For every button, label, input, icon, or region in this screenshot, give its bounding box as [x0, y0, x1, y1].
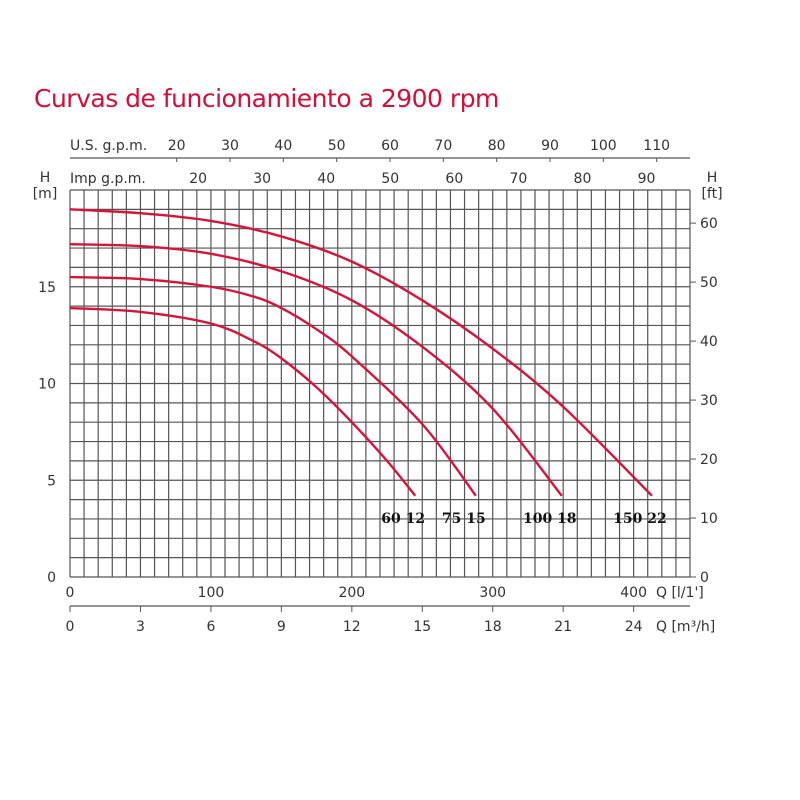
- y-axis-label-right: H: [707, 170, 718, 186]
- y-tick-label-ft: 40: [700, 334, 718, 350]
- x-tick-label-m3h: 9: [277, 619, 286, 635]
- x-tick-label-usgpm: 90: [541, 138, 559, 154]
- x-tick-label-lmin: 100: [198, 585, 225, 601]
- y-tick-label-m: 5: [47, 473, 56, 489]
- x-tick-label-m3h: 6: [206, 619, 215, 635]
- y-tick-label-ft: 0: [700, 570, 709, 586]
- x-tick-label-usgpm: 40: [274, 138, 292, 154]
- x-tick-label-m3h: 3: [136, 619, 145, 635]
- x-tick-label-usgpm: 110: [643, 138, 670, 154]
- y-axis-unit-left: [m]: [33, 186, 58, 202]
- y-tick-label-m: 0: [47, 570, 56, 586]
- x-axis-label-m3h: Q [m³/h]: [656, 619, 715, 635]
- x-tick-label-lmin: 300: [479, 585, 506, 601]
- curve-100-18: [69, 242, 563, 497]
- x-tick-label-usgpm: 50: [328, 138, 346, 154]
- y-tick-label-ft: 20: [700, 452, 718, 468]
- y-tick-label-ft: 60: [700, 216, 718, 232]
- x-tick-label-impgpm: 50: [381, 171, 399, 187]
- x-axis-label-impgpm: Imp g.p.m.: [70, 171, 146, 187]
- curve-label: 75 15: [442, 511, 486, 527]
- x-tick-label-lmin: 400: [620, 585, 647, 601]
- x-tick-label-usgpm: 100: [590, 138, 617, 154]
- x-tick-label-impgpm: 80: [574, 171, 592, 187]
- x-tick-label-usgpm: 70: [434, 138, 452, 154]
- curve-60-12: [69, 306, 417, 497]
- x-tick-label-impgpm: 60: [445, 171, 463, 187]
- x-tick-label-m3h: 24: [625, 619, 643, 635]
- curve-label: 60 12: [381, 511, 425, 527]
- y-tick-label-ft: 30: [700, 393, 718, 409]
- x-tick-label-m3h: 0: [66, 619, 75, 635]
- x-tick-label-m3h: 12: [343, 619, 361, 635]
- x-tick-label-m3h: 18: [484, 619, 502, 635]
- x-tick-label-impgpm: 90: [638, 171, 656, 187]
- y-tick-label-ft: 50: [700, 275, 718, 291]
- x-tick-label-impgpm: 40: [317, 171, 335, 187]
- x-tick-label-impgpm: 30: [253, 171, 271, 187]
- x-tick-label-lmin: 200: [338, 585, 365, 601]
- x-tick-label-usgpm: 60: [381, 138, 399, 154]
- y-tick-label-m: 10: [38, 377, 56, 393]
- curve-150-22: [69, 208, 653, 497]
- x-tick-label-usgpm: 80: [488, 138, 506, 154]
- y-tick-label-m: 15: [38, 280, 56, 296]
- x-tick-label-usgpm: 20: [168, 138, 186, 154]
- y-axis-unit-right: [ft]: [701, 186, 722, 202]
- x-axis-label-usgpm: U.S. g.p.m.: [70, 138, 147, 154]
- curve-label: 100 18: [523, 511, 577, 527]
- y-axis-label-left: H: [40, 170, 51, 186]
- x-tick-label-impgpm: 20: [189, 171, 207, 187]
- x-tick-label-m3h: 15: [413, 619, 431, 635]
- y-tick-label-ft: 10: [700, 511, 718, 527]
- x-axis-label-lmin: Q [l/1']: [656, 585, 704, 601]
- x-tick-label-usgpm: 30: [221, 138, 239, 154]
- x-tick-label-lmin: 0: [66, 585, 75, 601]
- chart-title: Curvas de funcionamiento a 2900 rpm: [34, 84, 499, 113]
- curve-label: 150 22: [613, 511, 667, 527]
- x-tick-label-impgpm: 70: [509, 171, 527, 187]
- curve-75-15: [69, 275, 477, 497]
- x-tick-label-m3h: 21: [554, 619, 572, 635]
